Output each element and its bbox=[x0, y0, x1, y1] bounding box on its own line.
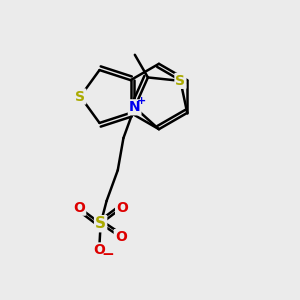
Text: −: − bbox=[101, 248, 114, 262]
Text: +: + bbox=[136, 96, 146, 106]
Text: O: O bbox=[115, 230, 127, 244]
Text: O: O bbox=[93, 243, 105, 257]
Text: S: S bbox=[75, 89, 85, 103]
Text: O: O bbox=[116, 201, 128, 214]
Text: N: N bbox=[129, 100, 140, 114]
Text: O: O bbox=[73, 201, 85, 214]
Text: S: S bbox=[176, 74, 185, 88]
Text: S: S bbox=[95, 216, 106, 231]
